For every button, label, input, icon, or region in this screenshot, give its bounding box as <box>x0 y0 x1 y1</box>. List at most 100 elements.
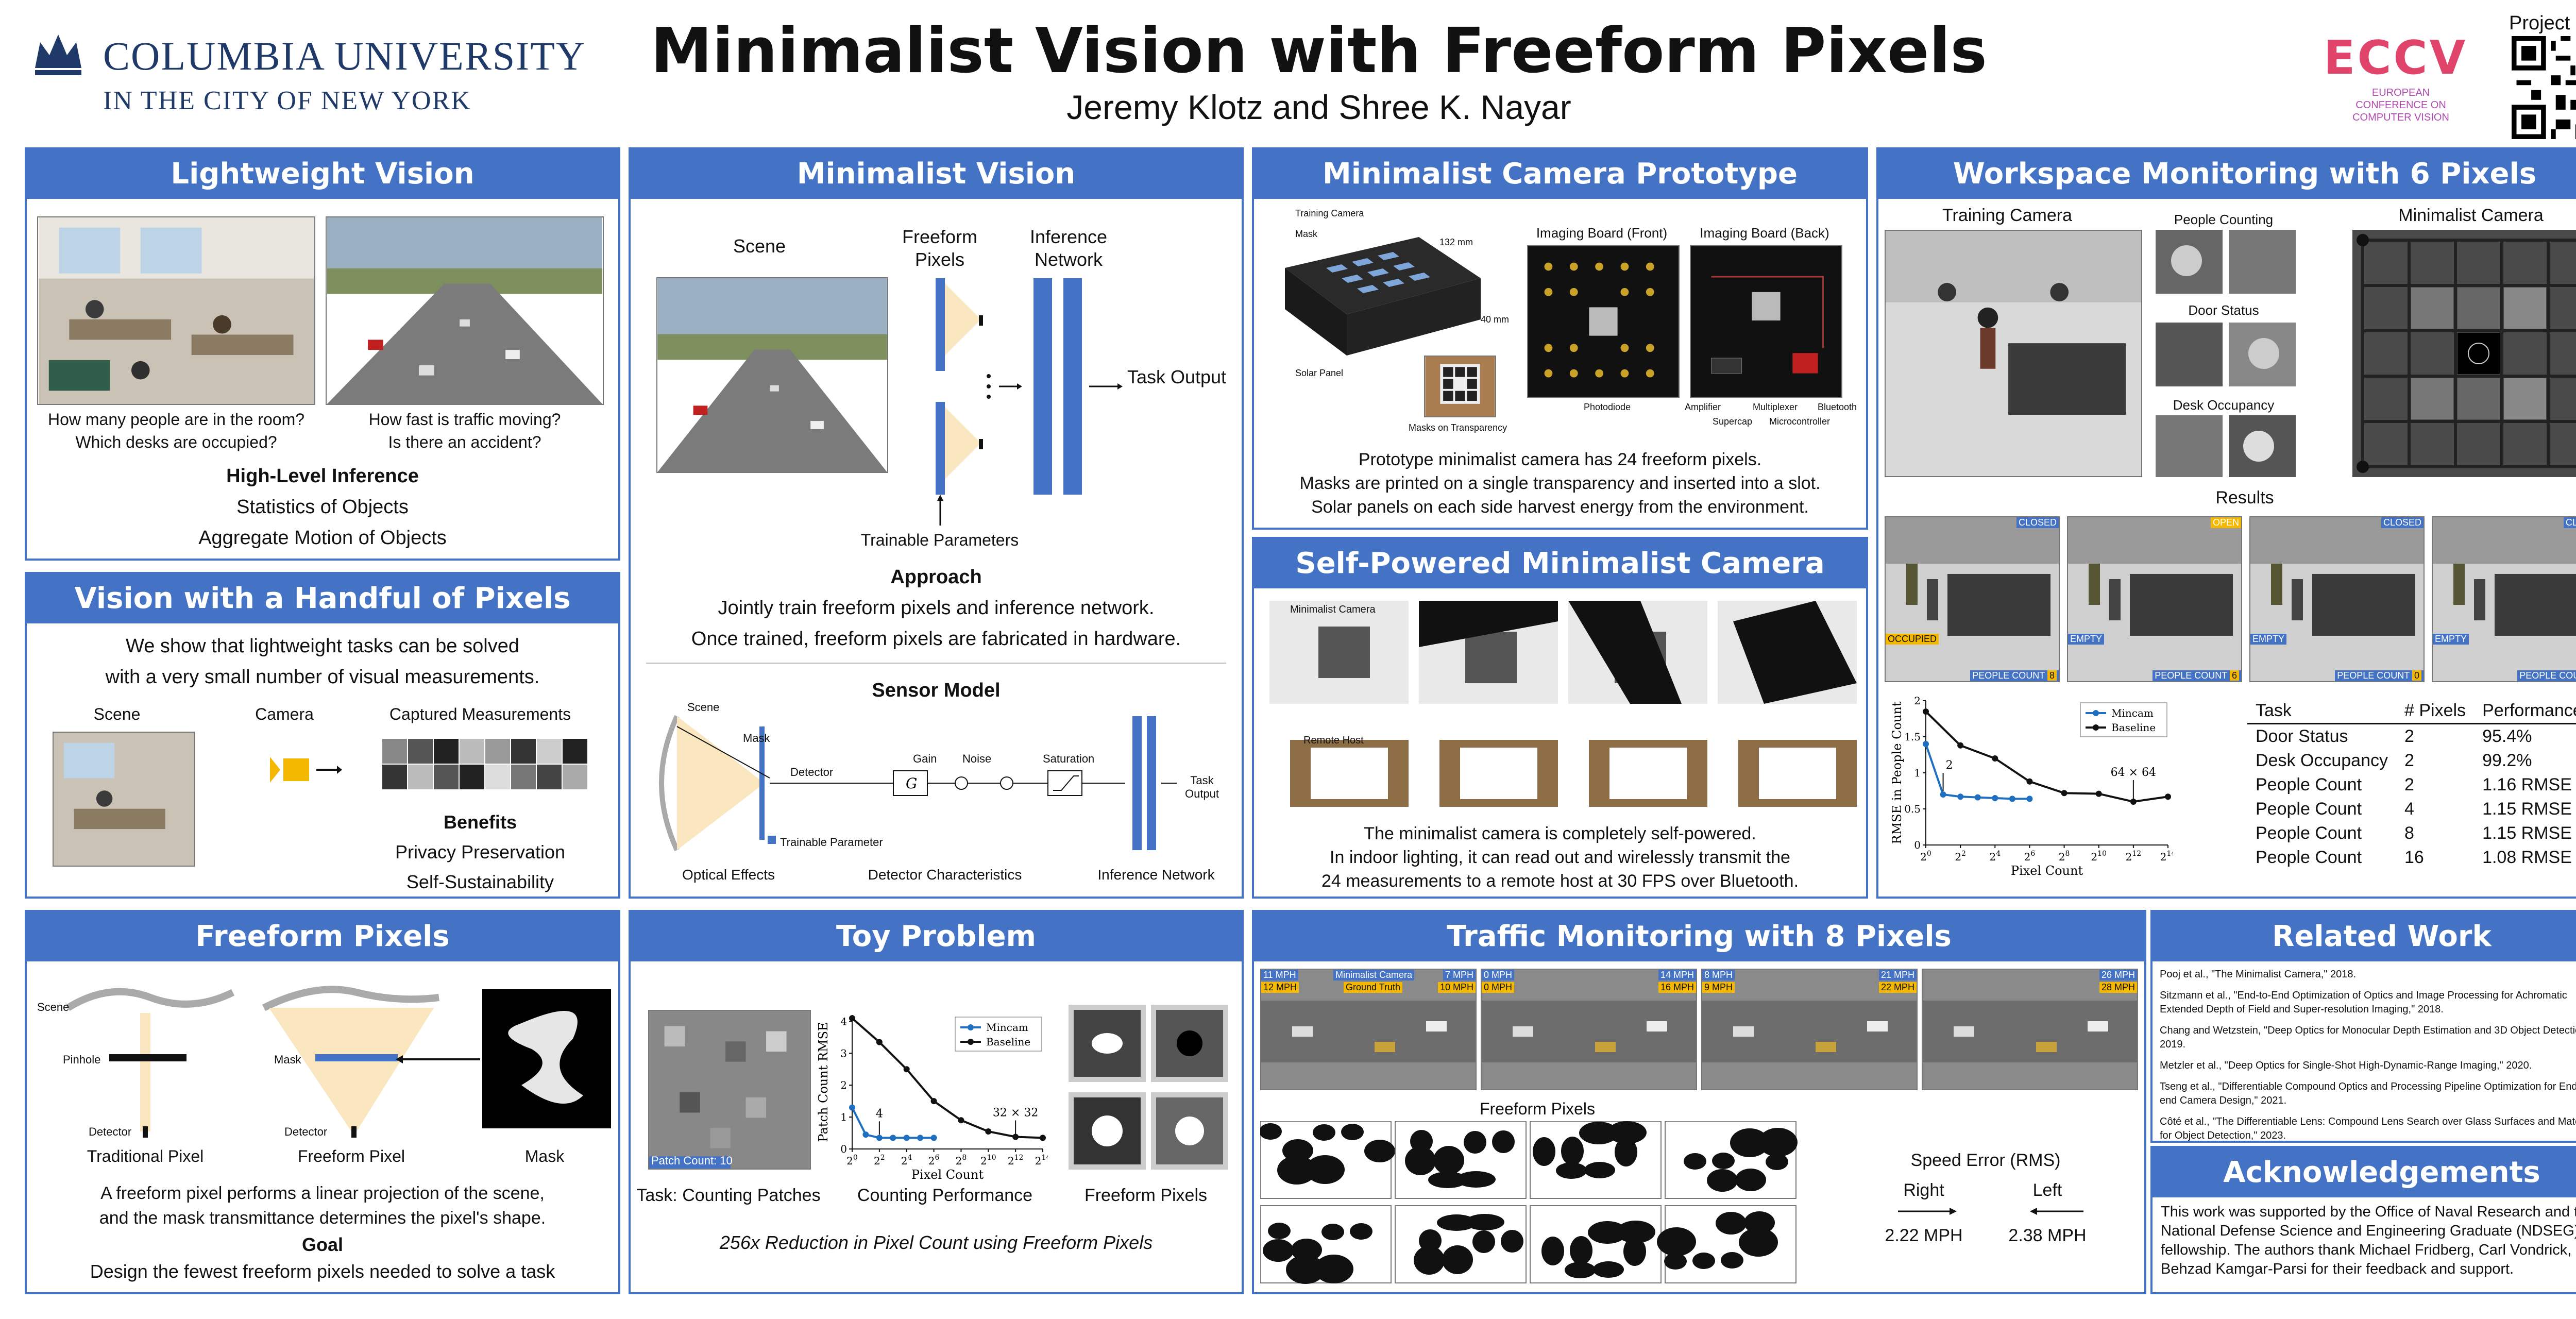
data-point-baseline <box>1012 1134 1019 1140</box>
legend-box <box>955 1017 1042 1052</box>
door-status-badge: CLOSED <box>2563 517 2576 528</box>
mask-blob <box>1623 1237 1646 1266</box>
scene-label: Scene <box>93 705 141 723</box>
left-speed-error: 2.38 MPH <box>2008 1226 2087 1245</box>
qr-code[interactable] <box>2509 36 2576 139</box>
x-tick-label: 212 <box>2126 850 2142 863</box>
people-count-badge: PEOPLE COUNT 6 <box>2153 670 2241 681</box>
legend-marker <box>968 1039 974 1045</box>
traditional-pixel-caption: Traditional Pixel <box>87 1147 204 1165</box>
training-camera-label: Training Camera <box>1295 208 1364 218</box>
supercap-label: Supercap <box>1713 416 1753 427</box>
door-status-badge: CLOSED <box>2016 517 2059 528</box>
panel-handful-of-pixels: Vision with a Handful of Pixels We show … <box>25 572 620 899</box>
chart-annotation: 64 × 64 <box>2111 766 2156 779</box>
inference-network-sensor-label: Inference Network <box>1097 867 1215 883</box>
mask-blob <box>1465 1214 1504 1230</box>
legend-label: Baseline <box>986 1036 1030 1048</box>
chart-annotation: 4 <box>876 1107 883 1120</box>
sensor-trainable-label: Trainable Parameter <box>780 836 883 849</box>
x-tick-label: 212 <box>1008 1154 1024 1167</box>
goal-text: Design the fewest freeform pixels needed… <box>90 1261 555 1282</box>
chart-annotation: 32 × 32 <box>993 1106 1038 1119</box>
freeform-pixels-label: Freeform Pixels <box>1479 1100 1596 1118</box>
table-cell: People Count <box>2256 823 2362 843</box>
result-frame: CLOSED OCCUPIED PEOPLE COUNT 8 <box>1885 516 2060 682</box>
svg-text:G: G <box>906 775 917 792</box>
detector-label-1: Detector <box>89 1125 132 1138</box>
reference-item: Sitzmann et al., "End-to-End Optimizatio… <box>2160 990 2567 1015</box>
table-cell: 2 <box>2404 775 2414 794</box>
mask-blob <box>1306 1155 1345 1184</box>
direction-arrows <box>1898 1208 2083 1215</box>
mask-blob <box>1277 1156 1316 1185</box>
mask-blob <box>1584 1162 1615 1178</box>
x-tick-label: 28 <box>2059 850 2070 863</box>
eccv-logo: ECCV <box>2324 31 2468 85</box>
y-axis-label: RMSE in People Count <box>1890 701 1904 844</box>
speed-badge: 12 MPH <box>1261 982 1299 993</box>
self-powered-desc-2: In indoor lighting, it can read out and … <box>1330 848 1790 867</box>
freeform-pixel-diagram <box>66 986 611 1138</box>
y-tick-label: 2 <box>1914 695 1921 707</box>
x-tick-label: 28 <box>956 1154 967 1167</box>
board-back-label: Imaging Board (Back) <box>1700 225 1829 241</box>
x-axis-label: Pixel Count <box>911 1168 984 1182</box>
mask-blob <box>1588 1221 1627 1244</box>
mask-blob <box>1314 1255 1353 1283</box>
y-tick-label: 4 <box>840 1015 847 1027</box>
sensor-model-heading: Sensor Model <box>872 680 1001 701</box>
traffic-frame: 0 MPH 0 MPH 14 MPH 16 MPH <box>1481 969 1697 1090</box>
performance-caption: Counting Performance <box>857 1186 1033 1205</box>
table-cell: 99.2% <box>2482 751 2532 770</box>
office-photo <box>37 216 315 405</box>
table-row: People Count 2 1.16 RMSE <box>2247 773 2576 797</box>
remote-host-label: Remote Host <box>1303 735 1364 746</box>
people-count-value: 0 <box>2412 670 2421 681</box>
chart-annotation: 2 <box>1946 759 1953 772</box>
inference-network-label: Inference Network <box>1029 226 1108 270</box>
table-cell: 2 <box>2404 751 2414 770</box>
table-row: Door Status 2 95.4% <box>2247 724 2576 749</box>
ground-truth-legend: Ground Truth <box>1344 982 1403 993</box>
prototype-desc-1: Prototype minimalist camera has 24 freef… <box>1358 450 1762 469</box>
data-point-mincam <box>903 1135 910 1141</box>
data-point-baseline <box>876 1039 883 1045</box>
mask-blob <box>1615 1138 1637 1166</box>
camera-icon <box>270 757 342 783</box>
mask-blob <box>1414 1246 1445 1275</box>
acknowledgement-text: This work was supported by the Office of… <box>2161 1204 2576 1277</box>
door-status-badge: CLOSED <box>2381 517 2424 528</box>
benefit-privacy: Privacy Preservation <box>395 841 566 863</box>
mask-blob <box>1664 1253 1687 1270</box>
panel-self-powered: Self-Powered Minimalist Camera Minimalis… <box>1252 537 1868 899</box>
toy-freeform-pixels <box>1069 1005 1228 1170</box>
freeform-pixels-label: Freeform Pixels <box>902 226 978 270</box>
data-point-baseline <box>985 1128 992 1135</box>
legend-label: Mincam <box>986 1021 1028 1034</box>
data-point-mincam <box>1957 793 1964 800</box>
speed-badge: 26 MPH <box>2099 970 2137 980</box>
mincam-legend: Minimalist Camera <box>1333 970 1415 980</box>
legend-marker <box>2093 710 2099 716</box>
mask-blob <box>1260 1123 1282 1140</box>
mask-blob <box>1721 1252 1743 1269</box>
data-point-baseline <box>1992 755 1998 762</box>
mask-blob <box>1341 1124 1364 1140</box>
table-cell: Door Status <box>2256 726 2348 746</box>
mask-blob <box>1570 1236 1592 1265</box>
x-tick-label: 20 <box>1920 850 1931 863</box>
desk-occupancy-label: Desk Occupancy <box>2173 397 2275 413</box>
question-1: How many people are in the room? <box>47 410 305 429</box>
solar-panel-label: Solar Panel <box>1295 368 1344 378</box>
results-label: Results <box>2215 488 2274 508</box>
toy-pixels-caption: Freeform Pixels <box>1084 1186 1208 1205</box>
intro-line-2: with a very small number of visual measu… <box>105 666 540 688</box>
panel-title: Acknowledgements <box>2153 1148 2576 1197</box>
camera-label: Camera <box>255 705 314 723</box>
table-cell: People Count <box>2256 775 2362 794</box>
people-count-chart: 0 0.5 1 1.5 2 20 22 24 26 28 210 212 214 Pixel Count R… <box>1890 695 2173 878</box>
bluetooth-label: Bluetooth <box>1818 402 1857 412</box>
scene-label: Scene <box>37 1001 70 1013</box>
approach-heading: Approach <box>890 566 982 588</box>
